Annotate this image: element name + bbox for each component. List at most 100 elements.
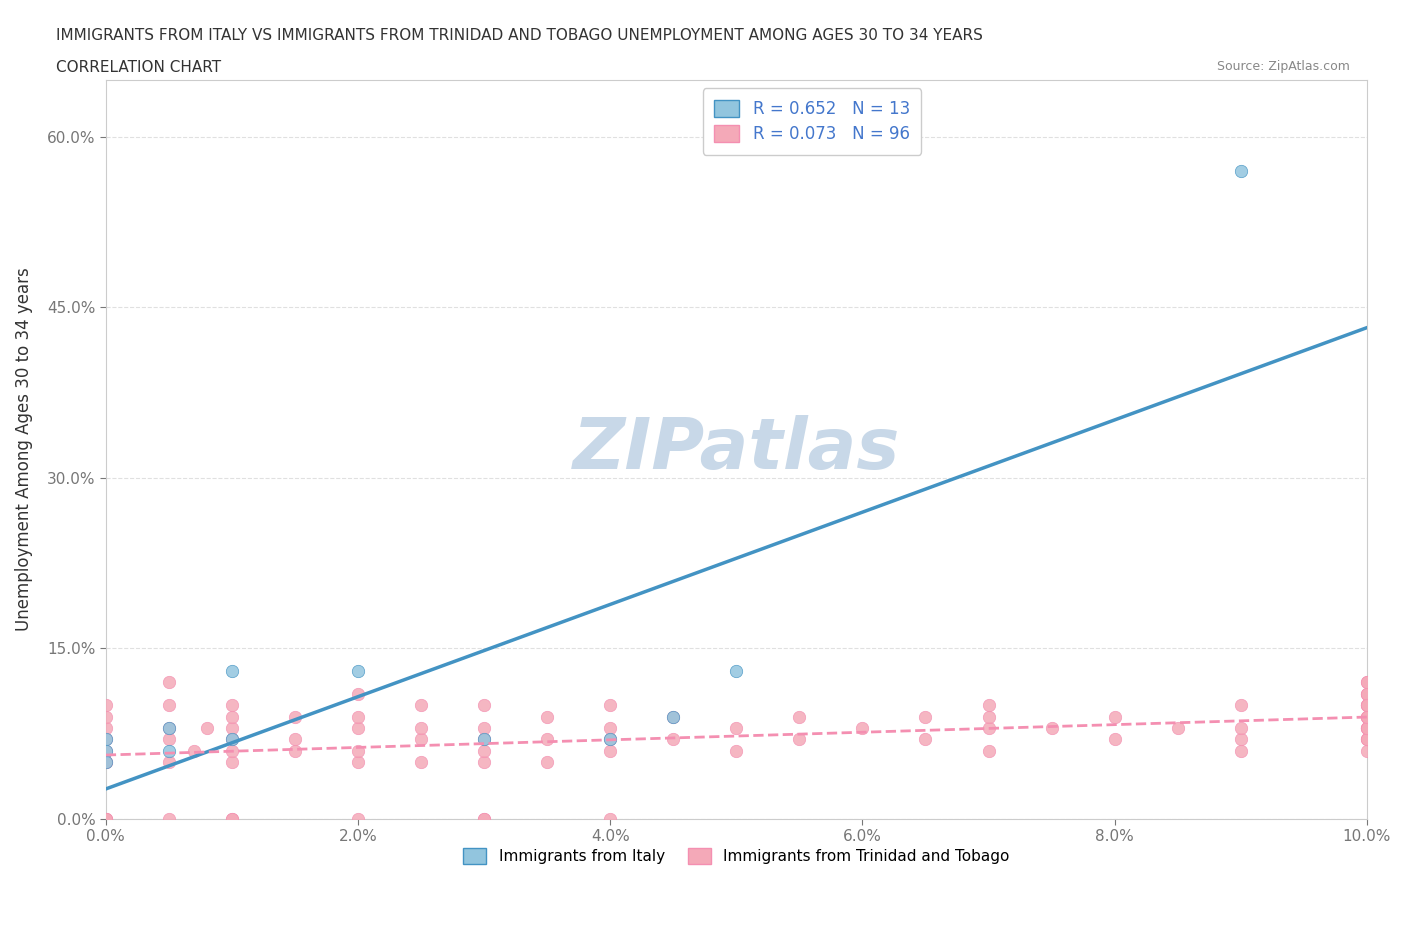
Point [1355,709,1378,724]
Point [1355,686,1378,701]
Point [94,709,117,724]
Point [1229,698,1251,712]
Point [725,721,748,736]
Legend: Immigrants from Italy, Immigrants from Trinidad and Tobago: Immigrants from Italy, Immigrants from T… [457,842,1015,870]
Point [221,709,243,724]
Point [157,675,180,690]
Point [1355,721,1378,736]
Point [221,664,243,679]
Point [536,709,558,724]
Point [1355,721,1378,736]
Point [409,732,432,747]
Point [599,732,621,747]
Point [195,721,218,736]
Point [347,754,370,769]
Point [94,732,117,747]
Point [1355,675,1378,690]
Point [1167,721,1189,736]
Point [157,721,180,736]
Point [157,743,180,758]
Point [977,698,1000,712]
Point [977,709,1000,724]
Point [1355,686,1378,701]
Point [789,732,811,747]
Y-axis label: Unemployment Among Ages 30 to 34 years: Unemployment Among Ages 30 to 34 years [15,268,32,631]
Point [409,721,432,736]
Point [221,698,243,712]
Point [347,686,370,701]
Point [914,709,936,724]
Point [94,811,117,826]
Point [1229,164,1251,179]
Point [1355,732,1378,747]
Point [157,721,180,736]
Point [1355,721,1378,736]
Point [94,754,117,769]
Point [1355,698,1378,712]
Point [347,811,370,826]
Point [1355,732,1378,747]
Text: CORRELATION CHART: CORRELATION CHART [56,60,221,75]
Point [1355,709,1378,724]
Point [472,732,495,747]
Point [1229,732,1251,747]
Point [409,698,432,712]
Point [284,743,307,758]
Point [1355,743,1378,758]
Point [347,743,370,758]
Point [1355,698,1378,712]
Point [472,811,495,826]
Point [409,754,432,769]
Point [1229,721,1251,736]
Point [1104,709,1126,724]
Point [599,721,621,736]
Point [1355,732,1378,747]
Text: IMMIGRANTS FROM ITALY VS IMMIGRANTS FROM TRINIDAD AND TOBAGO UNEMPLOYMENT AMONG : IMMIGRANTS FROM ITALY VS IMMIGRANTS FROM… [56,28,983,43]
Point [472,721,495,736]
Point [977,743,1000,758]
Point [725,664,748,679]
Point [1355,698,1378,712]
Point [1229,743,1251,758]
Point [472,811,495,826]
Point [157,811,180,826]
Point [662,709,685,724]
Point [789,709,811,724]
Point [472,754,495,769]
Point [851,721,873,736]
Point [347,664,370,679]
Point [1104,732,1126,747]
Point [1355,686,1378,701]
Point [1355,675,1378,690]
Point [157,698,180,712]
Point [662,732,685,747]
Point [599,811,621,826]
Point [1355,698,1378,712]
Point [221,754,243,769]
Point [94,754,117,769]
Point [347,721,370,736]
Point [284,732,307,747]
Point [914,732,936,747]
Point [472,698,495,712]
Point [221,732,243,747]
Point [284,709,307,724]
Point [472,732,495,747]
Point [536,732,558,747]
Point [1040,721,1063,736]
Point [599,698,621,712]
Point [472,743,495,758]
Point [221,721,243,736]
Point [157,754,180,769]
Point [662,709,685,724]
Point [221,743,243,758]
Point [221,811,243,826]
Point [1355,721,1378,736]
Point [221,811,243,826]
Point [599,743,621,758]
Text: Source: ZipAtlas.com: Source: ZipAtlas.com [1216,60,1350,73]
Point [94,811,117,826]
Point [94,743,117,758]
Point [599,732,621,747]
Point [725,743,748,758]
